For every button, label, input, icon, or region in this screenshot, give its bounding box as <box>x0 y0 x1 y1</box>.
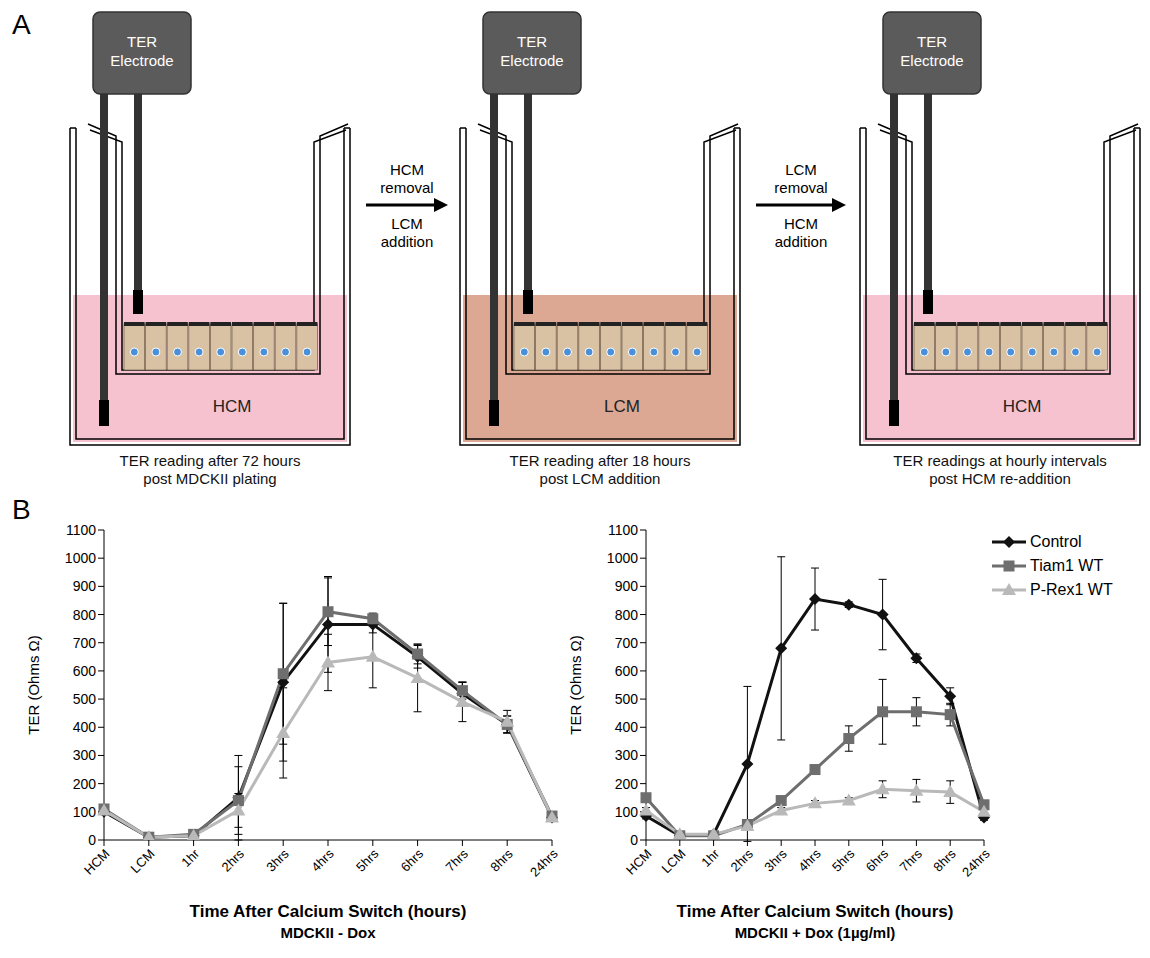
svg-text:HCM: HCM <box>213 397 252 416</box>
html-text:Time After Calcium Switch (hou: Time After Calcium Switch (hours) <box>676 902 954 921</box>
html-text:P-Rex1 WT: P-Rex1 WT <box>1030 581 1113 598</box>
svg-text:900: 900 <box>73 578 97 594</box>
svg-text:8hrs: 8hrs <box>487 846 516 875</box>
svg-text:LCM: LCM <box>604 397 640 416</box>
html-text:Control: Control <box>1030 533 1082 550</box>
svg-text:LCM: LCM <box>785 161 817 178</box>
svg-text:2hrs: 2hrs <box>728 846 757 875</box>
svg-text:24hrs: 24hrs <box>527 846 561 880</box>
svg-text:400: 400 <box>615 719 639 735</box>
svg-text:HCM: HCM <box>81 846 113 878</box>
svg-text:24hrs: 24hrs <box>959 846 993 880</box>
svg-text:400: 400 <box>73 719 97 735</box>
svg-text:post HCM re-addition: post HCM re-addition <box>929 470 1071 487</box>
svg-text:600: 600 <box>615 663 639 679</box>
svg-text:1100: 1100 <box>608 522 638 538</box>
svg-text:1000: 1000 <box>65 550 96 566</box>
svg-text:addition: addition <box>775 233 828 250</box>
svg-text:removal: removal <box>380 179 433 196</box>
html-text:Tiam1 WT: Tiam1 WT <box>1030 557 1104 574</box>
svg-text:TER: TER <box>517 33 547 50</box>
svg-text:6hrs: 6hrs <box>863 846 892 875</box>
svg-text:100: 100 <box>615 804 639 820</box>
svg-text:0: 0 <box>88 832 96 848</box>
svg-text:TER: TER <box>127 33 157 50</box>
svg-text:0: 0 <box>630 832 638 848</box>
svg-text:5hrs: 5hrs <box>353 846 382 875</box>
svg-text:TER (Ohms Ω): TER (Ohms Ω) <box>25 635 42 735</box>
svg-text:LCM: LCM <box>127 846 157 876</box>
svg-text:HCM: HCM <box>390 161 424 178</box>
svg-text:Electrode: Electrode <box>900 52 963 69</box>
svg-text:post MDCKII plating: post MDCKII plating <box>143 470 276 487</box>
svg-text:LCM: LCM <box>658 846 688 876</box>
svg-text:TER readings at hourly interva: TER readings at hourly intervals <box>893 452 1106 469</box>
svg-text:TER: TER <box>917 33 947 50</box>
svg-text:HCM: HCM <box>1003 397 1042 416</box>
svg-text:3hrs: 3hrs <box>263 846 292 875</box>
svg-text:LCM: LCM <box>391 215 423 232</box>
html-text:MDCKII - Dox: MDCKII - Dox <box>280 924 376 941</box>
svg-text:2hrs: 2hrs <box>219 846 248 875</box>
svg-text:600: 600 <box>73 663 97 679</box>
svg-text:800: 800 <box>615 607 639 623</box>
svg-text:8hrs: 8hrs <box>930 846 959 875</box>
svg-text:800: 800 <box>73 607 97 623</box>
svg-text:500: 500 <box>73 691 97 707</box>
svg-text:1000: 1000 <box>607 550 638 566</box>
svg-text:addition: addition <box>381 233 434 250</box>
svg-text:500: 500 <box>615 691 639 707</box>
svg-text:Electrode: Electrode <box>500 52 563 69</box>
svg-text:6hrs: 6hrs <box>398 846 427 875</box>
svg-text:3hrs: 3hrs <box>761 846 790 875</box>
svg-text:1hr: 1hr <box>178 846 202 870</box>
svg-text:removal: removal <box>774 179 827 196</box>
svg-text:1100: 1100 <box>66 522 96 538</box>
svg-text:300: 300 <box>615 747 639 763</box>
svg-text:5hrs: 5hrs <box>829 846 858 875</box>
svg-text:TER (Ohms Ω): TER (Ohms Ω) <box>567 635 584 735</box>
svg-text:TER reading after 72 hours: TER reading after 72 hours <box>120 452 301 469</box>
svg-text:A: A <box>12 9 31 40</box>
html-text:Time After Calcium Switch (hou: Time After Calcium Switch (hours) <box>189 902 467 921</box>
html-text:B: B <box>12 494 31 525</box>
svg-text:post LCM addition: post LCM addition <box>540 470 661 487</box>
svg-text:300: 300 <box>73 747 97 763</box>
svg-text:TER reading after 18 hours: TER reading after 18 hours <box>510 452 691 469</box>
svg-text:4hrs: 4hrs <box>795 846 824 875</box>
svg-text:900: 900 <box>615 578 639 594</box>
svg-text:Electrode: Electrode <box>110 52 173 69</box>
svg-text:7hrs: 7hrs <box>443 846 472 875</box>
svg-text:HCM: HCM <box>784 215 818 232</box>
svg-text:700: 700 <box>73 635 97 651</box>
svg-text:1hr: 1hr <box>698 846 722 870</box>
svg-text:HCM: HCM <box>623 846 655 878</box>
svg-text:700: 700 <box>615 635 639 651</box>
svg-text:7hrs: 7hrs <box>897 846 926 875</box>
html-text:MDCKII + Dox (1µg/ml): MDCKII + Dox (1µg/ml) <box>734 924 896 941</box>
svg-text:200: 200 <box>73 776 97 792</box>
svg-text:100: 100 <box>73 804 97 820</box>
svg-text:4hrs: 4hrs <box>308 846 337 875</box>
svg-text:200: 200 <box>615 776 639 792</box>
